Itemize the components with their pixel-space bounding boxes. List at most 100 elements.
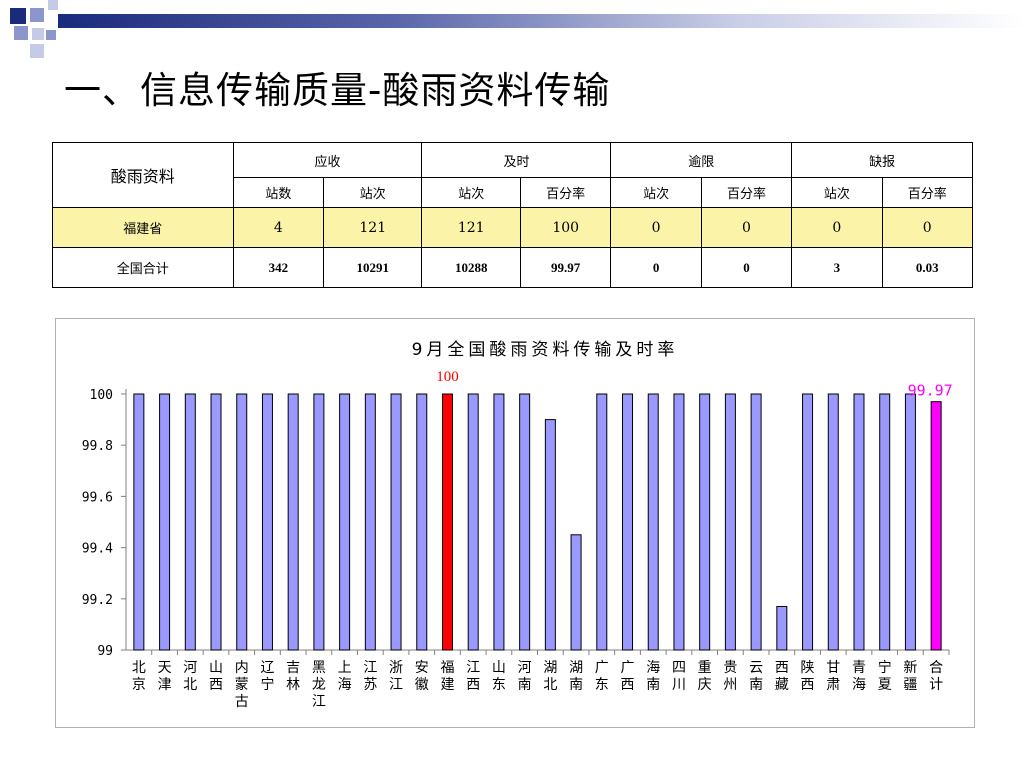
x-tick-label: 西 [209, 677, 223, 693]
x-tick-label: 川 [672, 677, 686, 693]
data-label: 100 [436, 369, 459, 385]
bar-云南 [750, 393, 762, 651]
bar-宁夏 [879, 393, 891, 651]
table-cell: 100 [519, 207, 612, 248]
y-tick-label: 99.2 [82, 593, 113, 608]
table-cell: 10291 [323, 247, 423, 288]
slide-title: 一、信息传输质量-酸雨资料传输 [64, 69, 611, 112]
x-tick-label: 福 [440, 660, 454, 676]
bar-上海 [339, 393, 351, 651]
bar-江西 [467, 393, 479, 651]
x-tick-label: 林 [286, 677, 300, 693]
x-tick-label: 重 [698, 660, 712, 676]
x-tick-label: 古 [235, 694, 249, 710]
x-tick-label: 贵 [723, 660, 737, 676]
bar-贵州 [724, 393, 736, 651]
x-tick-label: 江 [466, 660, 480, 676]
decor-square [14, 26, 28, 40]
y-tick-label: 99.8 [82, 439, 113, 454]
bar-山西 [210, 393, 222, 651]
x-tick-label: 辽 [260, 660, 274, 676]
x-tick-label: 青 [852, 660, 866, 676]
x-tick-label: 江 [389, 677, 403, 693]
x-tick-label: 徽 [415, 677, 429, 693]
sub-header: 站次 [323, 177, 423, 208]
bar-河北 [184, 393, 196, 651]
x-tick-label: 夏 [878, 677, 892, 693]
bar-新疆 [904, 393, 916, 651]
x-tick-label: 庆 [698, 677, 712, 693]
bar-青海 [853, 393, 865, 651]
bar-湖南 [570, 534, 582, 651]
bar-天津 [159, 393, 171, 651]
x-tick-label: 南 [749, 677, 763, 693]
table-cell: 121 [421, 207, 521, 248]
x-tick-label: 浙 [389, 660, 403, 676]
x-tick-label: 黑 [312, 660, 326, 676]
bar-广西 [622, 393, 634, 651]
x-tick-label: 合 [929, 660, 943, 676]
group-header: 及时 [421, 142, 612, 178]
sub-header: 百分率 [700, 177, 793, 208]
decor-square [32, 28, 44, 40]
bar-内蒙古 [236, 393, 248, 651]
x-tick-label: 北 [183, 677, 197, 693]
bar-广东 [596, 393, 608, 651]
sub-header: 站次 [610, 177, 702, 208]
x-tick-label: 天 [158, 660, 172, 676]
table-cell: 342 [232, 247, 325, 288]
group-header: 应收 [232, 142, 423, 178]
x-tick-label: 南 [569, 677, 583, 693]
group-header: 逾限 [610, 142, 793, 178]
x-tick-label: 湖 [543, 660, 557, 676]
x-tick-label: 疆 [903, 677, 917, 693]
table-cell: 4 [232, 207, 325, 248]
x-tick-label: 山 [492, 660, 506, 676]
x-tick-label: 河 [183, 660, 197, 676]
x-tick-label: 广 [595, 660, 609, 676]
decor-square [48, 0, 58, 10]
x-tick-label: 西 [775, 660, 789, 676]
decor-square [10, 8, 26, 24]
title-bar-gradient [58, 14, 1024, 28]
sub-header: 百分率 [881, 177, 973, 208]
x-tick-label: 海 [852, 677, 866, 693]
x-tick-label: 南 [518, 677, 532, 693]
x-tick-label: 苏 [363, 677, 377, 693]
bar-黑龙江 [313, 393, 325, 651]
y-tick-label: 99.4 [82, 542, 113, 557]
table-cell: 10288 [421, 247, 521, 288]
x-tick-label: 海 [338, 677, 352, 693]
bar-甘肃 [827, 393, 839, 651]
x-tick-label: 安 [415, 660, 429, 676]
table-cell: 0 [791, 207, 883, 248]
table-cell: 0 [610, 247, 702, 288]
x-tick-label: 湖 [569, 660, 583, 676]
x-tick-label: 广 [621, 660, 635, 676]
table-cell: 99.97 [519, 247, 612, 288]
x-tick-label: 云 [749, 660, 763, 676]
decor-square [46, 30, 56, 40]
table-row: 全国合计 342 10291 10288 99.97 0 0 3 0.03 [52, 247, 973, 288]
row-label: 福建省 [52, 207, 234, 248]
table-cell: 0 [610, 207, 702, 248]
x-tick-label: 甘 [826, 660, 840, 676]
table-cell: 0 [700, 247, 793, 288]
x-tick-label: 建 [440, 677, 454, 693]
bar-河南 [519, 393, 531, 651]
x-tick-label: 新 [903, 660, 917, 676]
y-tick-label: 100 [90, 388, 113, 403]
x-tick-label: 江 [312, 694, 326, 710]
x-tick-label: 北 [132, 660, 146, 676]
bar-江苏 [364, 393, 376, 651]
x-tick-label: 山 [209, 660, 223, 676]
x-tick-label: 西 [801, 677, 815, 693]
sub-header: 站次 [791, 177, 883, 208]
bar-四川 [673, 393, 685, 651]
bar-湖北 [544, 419, 556, 651]
x-tick-label: 吉 [286, 660, 300, 676]
x-tick-label: 宁 [878, 659, 892, 676]
row-label: 全国合计 [52, 247, 234, 288]
x-tick-label: 州 [723, 677, 737, 693]
table-row: 福建省 4 121 121 100 0 0 0 0 [52, 207, 973, 248]
